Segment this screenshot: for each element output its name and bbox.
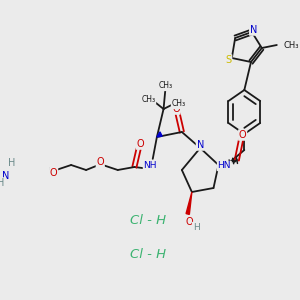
Text: H: H	[193, 223, 200, 232]
Text: Cl - H: Cl - H	[130, 248, 166, 262]
Text: CH₃: CH₃	[142, 94, 156, 103]
Text: N: N	[196, 140, 204, 150]
Text: O: O	[50, 168, 57, 178]
Text: Cl - H: Cl - H	[130, 214, 166, 226]
Text: O: O	[186, 217, 193, 227]
Text: CH₃: CH₃	[158, 82, 172, 91]
Text: NH: NH	[143, 160, 157, 169]
Text: O: O	[136, 139, 144, 149]
Text: HN: HN	[218, 161, 231, 170]
Text: H: H	[0, 178, 4, 188]
Text: H: H	[8, 158, 16, 168]
Polygon shape	[157, 132, 162, 137]
Text: CH₃: CH₃	[284, 40, 299, 50]
Text: N: N	[250, 25, 257, 35]
Text: N: N	[2, 171, 10, 181]
Text: O: O	[172, 104, 180, 114]
Text: O: O	[97, 157, 104, 167]
Text: CH₃: CH₃	[172, 100, 186, 109]
Polygon shape	[186, 192, 192, 214]
Text: S: S	[225, 55, 232, 65]
Text: O: O	[239, 130, 247, 140]
